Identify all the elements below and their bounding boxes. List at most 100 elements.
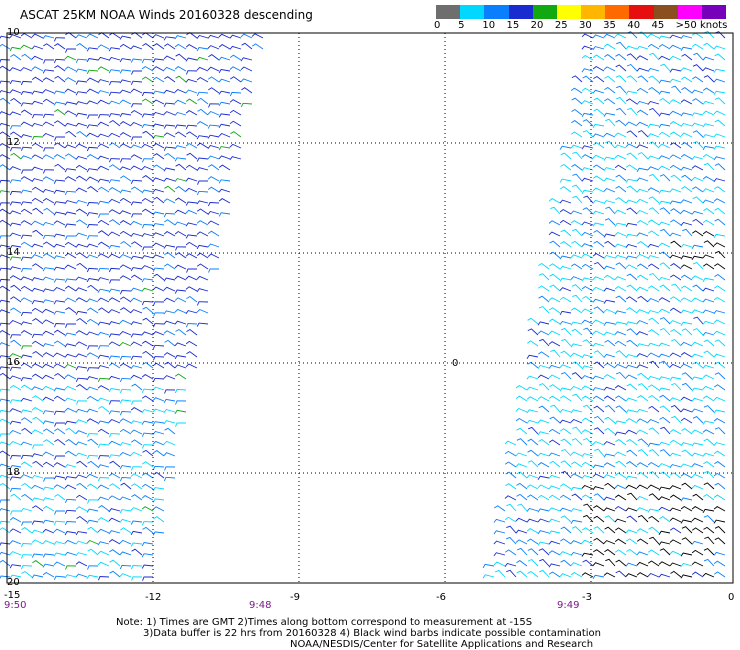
wind-barb bbox=[119, 197, 132, 204]
wind-barb bbox=[548, 507, 561, 512]
wind-barb bbox=[174, 388, 187, 394]
wind-barb bbox=[615, 174, 627, 182]
wind-barb bbox=[604, 86, 616, 94]
wind-barb bbox=[692, 284, 704, 292]
wind-barb bbox=[153, 273, 165, 281]
wind-barb bbox=[75, 419, 88, 424]
wind-barb bbox=[20, 189, 33, 194]
wind-barb bbox=[559, 408, 572, 413]
wind-barb bbox=[703, 461, 715, 468]
wind-barb bbox=[20, 256, 33, 261]
wind-barb bbox=[130, 274, 143, 281]
wind-barb bbox=[581, 221, 594, 226]
wind-barb bbox=[571, 438, 583, 446]
wind-barb bbox=[570, 385, 583, 391]
wind-barb bbox=[625, 264, 638, 270]
wind-barb bbox=[559, 320, 572, 325]
wind-barb bbox=[549, 240, 561, 248]
wind-barb bbox=[108, 539, 121, 545]
wind-barb bbox=[648, 394, 660, 402]
wind-barb bbox=[538, 438, 550, 446]
wind-barb bbox=[669, 527, 682, 534]
wind-barb bbox=[626, 98, 638, 105]
wind-barb bbox=[625, 222, 638, 228]
wind-barb bbox=[592, 464, 605, 469]
wind-barb bbox=[152, 465, 165, 471]
wind-barb bbox=[571, 240, 583, 248]
wind-barb bbox=[119, 319, 132, 325]
wind-barb bbox=[649, 52, 660, 61]
wind-barb bbox=[637, 75, 649, 83]
wind-barb bbox=[625, 90, 638, 95]
wind-barb bbox=[603, 362, 616, 369]
wind-barb bbox=[207, 144, 220, 149]
wind-barb bbox=[582, 559, 594, 567]
wind-barb bbox=[560, 395, 572, 402]
wind-barb bbox=[97, 200, 110, 205]
wind-barb bbox=[65, 130, 77, 138]
wind-barb bbox=[76, 515, 88, 523]
wind-barb bbox=[9, 34, 22, 39]
wind-barb bbox=[702, 385, 715, 391]
wind-barb bbox=[0, 299, 11, 303]
wind-barb bbox=[504, 461, 517, 468]
wind-barb bbox=[86, 88, 99, 94]
wind-barb bbox=[65, 307, 77, 314]
wind-barb bbox=[669, 78, 682, 83]
wind-barb bbox=[141, 495, 154, 501]
wind-barb bbox=[20, 321, 33, 326]
legend-swatch bbox=[436, 5, 461, 19]
wind-barb bbox=[637, 152, 649, 160]
wind-barb bbox=[53, 189, 66, 194]
wind-barb bbox=[537, 462, 550, 468]
wind-barb bbox=[548, 428, 561, 435]
wind-barb bbox=[108, 333, 121, 338]
wind-barb bbox=[603, 132, 616, 138]
wind-barb bbox=[526, 507, 539, 512]
wind-barb bbox=[31, 154, 44, 160]
wind-barb bbox=[20, 67, 33, 72]
wind-barb bbox=[648, 285, 660, 292]
wind-barb bbox=[119, 418, 132, 424]
wind-barb bbox=[636, 551, 649, 556]
wind-barb bbox=[207, 230, 220, 237]
wind-barb bbox=[53, 352, 66, 358]
wind-barb bbox=[647, 243, 660, 248]
wind-barb bbox=[581, 494, 594, 501]
wind-barb bbox=[152, 531, 165, 536]
wind-barb bbox=[570, 562, 583, 567]
legend-swatch bbox=[508, 5, 534, 19]
wind-barb bbox=[505, 483, 517, 490]
wind-barb bbox=[647, 166, 660, 171]
wind-barb bbox=[636, 263, 649, 270]
wind-barb bbox=[21, 345, 33, 350]
wind-barb bbox=[703, 30, 715, 39]
wind-barb bbox=[713, 494, 726, 501]
wind-barb bbox=[42, 253, 55, 259]
wind-barb bbox=[185, 89, 198, 94]
wind-barb bbox=[637, 383, 649, 391]
wind-barb bbox=[658, 165, 671, 171]
wind-barb bbox=[86, 298, 99, 303]
wind-barb bbox=[64, 200, 77, 205]
wind-barb bbox=[669, 494, 682, 501]
wind-barb bbox=[0, 278, 11, 283]
wind-barb bbox=[559, 265, 572, 270]
wind-barb bbox=[131, 70, 143, 75]
wind-barb bbox=[581, 285, 594, 292]
wind-barb bbox=[570, 254, 583, 259]
wind-barb bbox=[714, 537, 726, 545]
wind-barb bbox=[0, 65, 11, 72]
wind-barb bbox=[53, 266, 66, 271]
wind-barb bbox=[54, 136, 65, 141]
wind-barb bbox=[31, 497, 44, 502]
wind-barb bbox=[581, 100, 594, 105]
wind-barb bbox=[636, 528, 649, 534]
note-line-3: NOAA/NESDIS/Center for Satellite Applica… bbox=[290, 639, 594, 650]
wind-barb bbox=[108, 440, 121, 446]
wind-barb bbox=[614, 321, 627, 326]
wind-barb bbox=[659, 471, 671, 479]
wind-barb bbox=[549, 384, 561, 391]
wind-barb bbox=[669, 34, 682, 39]
wind-barb bbox=[603, 233, 616, 238]
